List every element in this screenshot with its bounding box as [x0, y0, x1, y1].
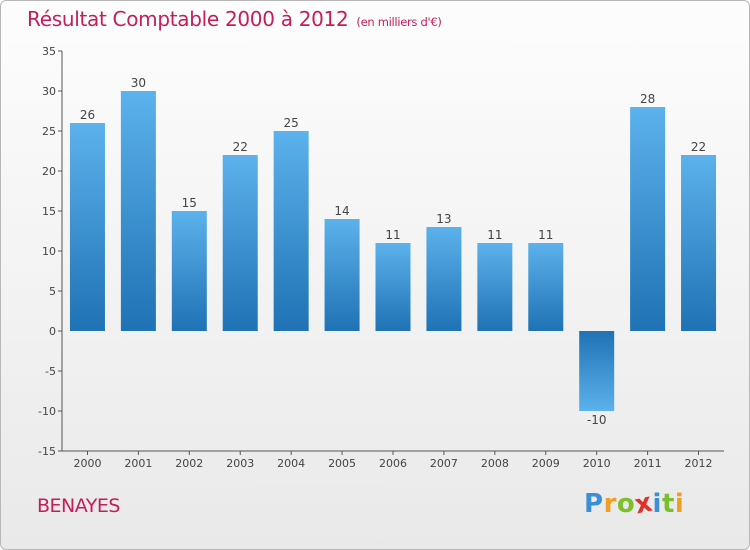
- y-tick-label: 25: [42, 125, 56, 138]
- bar: [630, 107, 666, 331]
- bar: [120, 91, 156, 331]
- logo-letter: i: [674, 489, 685, 519]
- x-tick-label: 2006: [379, 457, 407, 470]
- y-tick-label: 15: [42, 205, 56, 218]
- x-tick-label: 2009: [532, 457, 560, 470]
- data-label: 11: [385, 228, 400, 242]
- data-label: 25: [284, 116, 299, 130]
- chart-title: Résultat Comptable 2000 à 2012: [27, 7, 349, 31]
- x-tick-label: 2002: [175, 457, 203, 470]
- x-tick-label: 2008: [481, 457, 509, 470]
- bar: [69, 123, 105, 331]
- y-tick-label: 5: [49, 285, 56, 298]
- data-label: 13: [436, 212, 451, 226]
- y-tick-label: 10: [42, 245, 56, 258]
- bar: [375, 243, 411, 331]
- data-label: 22: [233, 140, 248, 154]
- logo-letter: t: [661, 489, 675, 519]
- commune-name: BENAYES: [37, 495, 120, 517]
- proxiti-logo[interactable]: Proxiti: [584, 488, 685, 521]
- y-tick-label: 35: [42, 45, 56, 58]
- bar: [273, 131, 309, 331]
- data-label: -10: [587, 413, 607, 427]
- chart-subtitle: (en milliers d'€): [356, 15, 442, 29]
- logo-letter: i: [652, 489, 662, 519]
- x-tick-label: 2001: [124, 457, 152, 470]
- data-label: 26: [80, 108, 95, 122]
- bar: [426, 227, 462, 331]
- x-tick-label: 2003: [226, 457, 254, 470]
- logo-letter: P: [584, 489, 604, 519]
- bar: [171, 211, 207, 331]
- bar: [528, 243, 564, 331]
- data-label: 14: [334, 204, 349, 218]
- bar: [477, 243, 513, 331]
- y-tick-label: 0: [49, 325, 56, 338]
- x-tick-label: 2005: [328, 457, 356, 470]
- logo-letter: r: [603, 489, 617, 519]
- bar: [579, 331, 615, 411]
- x-tick-label: 2010: [583, 457, 611, 470]
- chart-title-block: Résultat Comptable 2000 à 2012 (en millie…: [27, 7, 442, 31]
- data-label: 11: [487, 228, 502, 242]
- logo-letter: o: [616, 489, 636, 519]
- x-tick-label: 2004: [277, 457, 305, 470]
- y-tick-label: -10: [38, 405, 56, 418]
- data-label: 28: [640, 92, 655, 106]
- data-label: 11: [538, 228, 553, 242]
- y-tick-label: 30: [42, 85, 56, 98]
- y-tick-label: -5: [45, 365, 56, 378]
- bars: [69, 91, 717, 411]
- bar: [324, 219, 360, 331]
- y-tick-label: -15: [38, 445, 56, 458]
- data-label: 22: [691, 140, 706, 154]
- x-tick-label: 2000: [73, 457, 101, 470]
- bar: [681, 155, 717, 331]
- x-tick-label: 2007: [430, 457, 458, 470]
- data-labels: 26 30 15 22 25 14 11 13 11 11 -10 28 22: [80, 76, 706, 427]
- data-label: 30: [131, 76, 146, 90]
- y-tick-label: 20: [42, 165, 56, 178]
- data-label: 15: [182, 196, 197, 210]
- x-tick-label: 2012: [685, 457, 713, 470]
- bar: [222, 155, 258, 331]
- axes: -15 -10 -5 0 5 10 15 20 25 30 35 2000 2001 2002 2003 20…: [38, 45, 724, 470]
- x-tick-label: 2011: [634, 457, 662, 470]
